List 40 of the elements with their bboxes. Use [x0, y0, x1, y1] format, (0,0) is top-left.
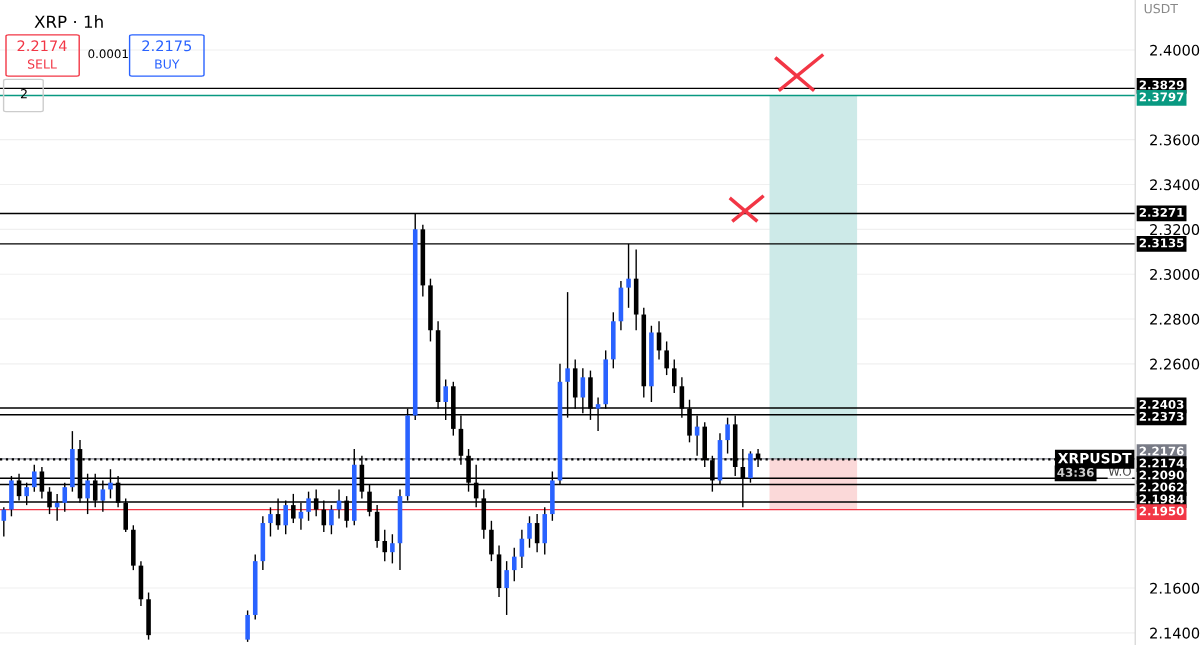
- candlestick: [268, 506, 273, 538]
- candlestick: [504, 560, 509, 616]
- ref-line-label: 2.2176: [1139, 446, 1184, 456]
- candlestick: [664, 340, 669, 376]
- annotation: 43:36: [1057, 467, 1094, 477]
- annotation: XRPUSDT: [1058, 452, 1132, 464]
- y-tick-label: 2.3600: [1150, 134, 1200, 146]
- annotation: BUY: [155, 59, 180, 69]
- ref-line-label: 2.1950: [1139, 506, 1184, 516]
- ref-line-label: 2.2373: [1139, 411, 1184, 421]
- y-tick-label: 2.2800: [1150, 313, 1200, 325]
- candlestick: [390, 533, 395, 565]
- candlestick: [725, 416, 730, 455]
- y-tick-label: 2.3000: [1150, 268, 1200, 280]
- ref-line-label: 2.2403: [1139, 399, 1184, 409]
- candlestick: [382, 529, 388, 562]
- ref-line-label: 2.3829: [1139, 80, 1184, 90]
- candlestick: [511, 547, 517, 583]
- text: USDT: [1144, 3, 1178, 14]
- annotation: 2.2174: [17, 40, 67, 52]
- y-tick-label: 2.4000: [1150, 44, 1200, 56]
- ref-line-label: 2.1984: [1139, 494, 1184, 504]
- y-tick-label: 2.3200: [1150, 224, 1200, 236]
- annotation: 0.0001: [88, 49, 128, 59]
- annotation: 2.2175: [142, 40, 192, 52]
- y-tick-label: 2.2600: [1150, 358, 1200, 370]
- ref-line-label: 2.3135: [1139, 238, 1184, 248]
- ref-line-label: 2.3271: [1139, 207, 1184, 217]
- text: XRP · 1h: [34, 15, 103, 28]
- ref-line-label: 2.2090: [1139, 470, 1184, 480]
- candlestick: [671, 358, 677, 394]
- candlestick: [329, 504, 334, 535]
- ref-line-label: 2.2174: [1139, 458, 1184, 468]
- y-tick-label: 2.3400: [1150, 179, 1200, 191]
- y-tick-label: 2.1600: [1150, 582, 1200, 594]
- candlestick: [527, 515, 532, 549]
- ref-line-label: 2.3797: [1139, 92, 1184, 102]
- annotation: SELL: [27, 59, 57, 69]
- y-tick-label: 2.1400: [1150, 627, 1200, 639]
- ref-line-label: 2.2062: [1139, 482, 1184, 492]
